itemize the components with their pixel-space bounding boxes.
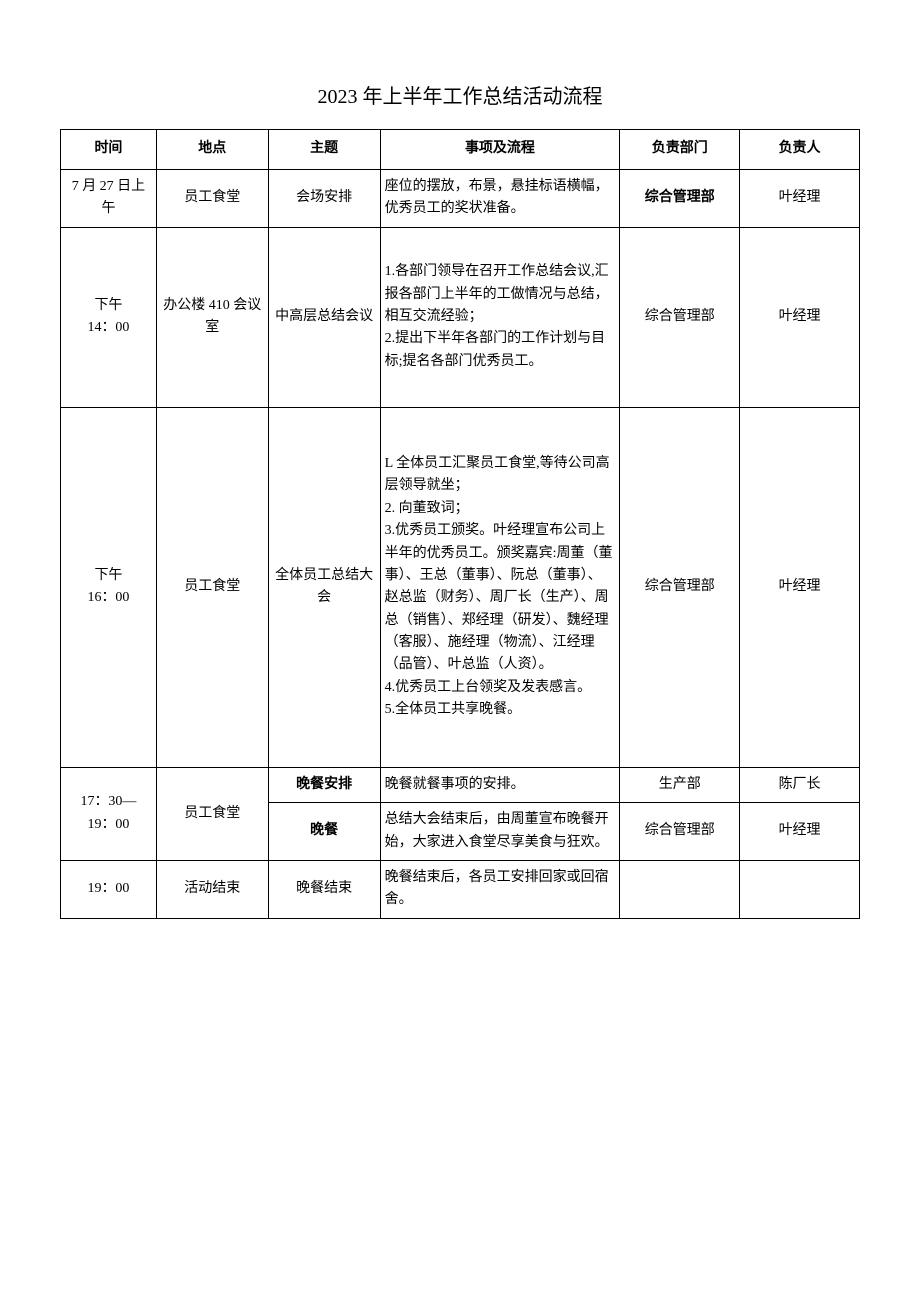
cell-time: 下午14：00 [61,227,157,407]
cell-time: 17：30—19：00 [61,767,157,860]
cell-department: 综合管理部 [620,407,740,767]
cell-person: 叶经理 [740,170,860,228]
schedule-table: 时间 地点 主题 事项及流程 负责部门 负责人 7 月 27 日上午 员工食堂 … [60,129,860,919]
cell-person: 叶经理 [740,407,860,767]
cell-time: 7 月 27 日上午 [61,170,157,228]
cell-process: 晚餐结束后，各员工安排回家或回宿舍。 [380,860,620,918]
cell-time: 下午16：00 [61,407,157,767]
cell-subject: 全体员工总结大会 [268,407,380,767]
header-time: 时间 [61,130,157,170]
header-person: 负责人 [740,130,860,170]
cell-process: 总结大会结束后，由周董宣布晚餐开始，大家进入食堂尽享美食与狂欢。 [380,803,620,861]
cell-process: L 全体员工汇聚员工食堂,等待公司高层领导就坐；2. 向董致词；3.优秀员工颁奖… [380,407,620,767]
cell-process: 座位的摆放，布景，悬挂标语横幅，优秀员工的奖状准备。 [380,170,620,228]
header-department: 负责部门 [620,130,740,170]
table-header-row: 时间 地点 主题 事项及流程 负责部门 负责人 [61,130,860,170]
cell-process: 晚餐就餐事项的安排。 [380,767,620,802]
cell-department: 综合管理部 [620,803,740,861]
cell-person: 陈厂长 [740,767,860,802]
cell-person: 叶经理 [740,803,860,861]
cell-subject: 中高层总结会议 [268,227,380,407]
cell-subject: 晚餐安排 [268,767,380,802]
cell-person [740,860,860,918]
cell-person: 叶经理 [740,227,860,407]
page-title: 2023 年上半年工作总结活动流程 [60,80,860,109]
table-row: 7 月 27 日上午 员工食堂 会场安排 座位的摆放，布景，悬挂标语横幅，优秀员… [61,170,860,228]
table-row: 17：30—19：00 员工食堂 晚餐安排 晚餐就餐事项的安排。 生产部 陈厂长 [61,767,860,802]
header-location: 地点 [156,130,268,170]
cell-subject: 会场安排 [268,170,380,228]
header-subject: 主题 [268,130,380,170]
cell-subject: 晚餐结束 [268,860,380,918]
cell-location: 员工食堂 [156,407,268,767]
header-process: 事项及流程 [380,130,620,170]
cell-process: 1.各部门领导在召开工作总结会议,汇报各部门上半年的工做情况与总结，相互交流经验… [380,227,620,407]
table-row: 19：00 活动结束 晚餐结束 晚餐结束后，各员工安排回家或回宿舍。 [61,860,860,918]
cell-department: 综合管理部 [620,227,740,407]
cell-location: 活动结束 [156,860,268,918]
table-row: 下午14：00 办公楼 410 会议室 中高层总结会议 1.各部门领导在召开工作… [61,227,860,407]
table-row: 下午16：00 员工食堂 全体员工总结大会 L 全体员工汇聚员工食堂,等待公司高… [61,407,860,767]
cell-department [620,860,740,918]
cell-time: 19：00 [61,860,157,918]
cell-department: 生产部 [620,767,740,802]
cell-location: 办公楼 410 会议室 [156,227,268,407]
cell-department: 综合管理部 [620,170,740,228]
cell-location: 员工食堂 [156,170,268,228]
cell-location: 员工食堂 [156,767,268,860]
cell-subject: 晚餐 [268,803,380,861]
